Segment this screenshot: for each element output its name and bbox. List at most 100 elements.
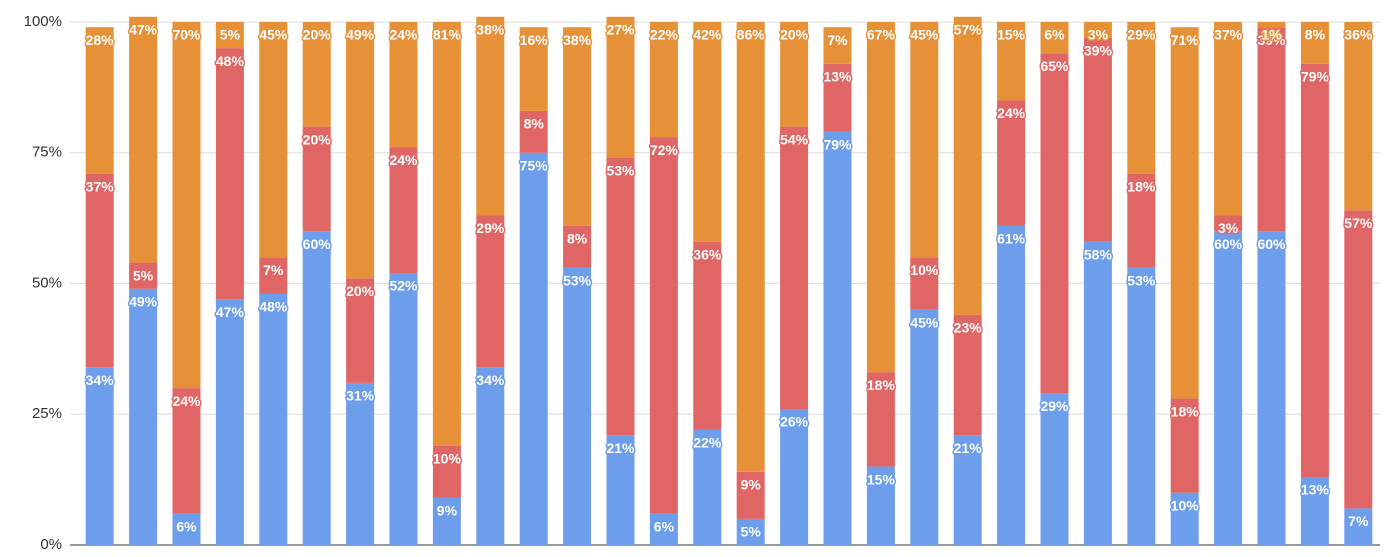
data-label: 24% [389, 27, 418, 43]
y-tick-label: 0% [40, 536, 62, 553]
bar-segment [476, 16, 505, 216]
data-label: 13% [1301, 482, 1330, 498]
data-label: 7% [1348, 513, 1369, 529]
data-label: 34% [86, 372, 115, 388]
bar-segment [1083, 22, 1112, 38]
bar-segment [432, 22, 461, 446]
data-label: 20% [780, 27, 809, 43]
data-label: 53% [1127, 273, 1156, 289]
data-label: 23% [954, 320, 983, 336]
bar-segment [172, 22, 201, 389]
data-label: 22% [693, 435, 722, 451]
bar-segment [172, 513, 201, 545]
bar-segment [215, 48, 244, 300]
bar-segment [866, 466, 895, 545]
data-label: 79% [1301, 69, 1330, 85]
data-label: 22% [650, 27, 679, 43]
data-label: 3% [1218, 220, 1239, 236]
bar-segment [1040, 393, 1069, 545]
bar-segment [1300, 477, 1329, 545]
data-label: 10% [910, 262, 939, 278]
bar-segment [1257, 231, 1286, 545]
data-label: 16% [520, 32, 549, 48]
y-tick-label: 25% [32, 405, 62, 422]
bar-segment [129, 16, 158, 263]
bar-segment [215, 22, 244, 49]
bar-segment [85, 27, 114, 174]
data-label: 10% [1171, 497, 1200, 513]
bar-segment [910, 257, 939, 310]
bar-segment [519, 110, 548, 153]
bar-segment [172, 388, 201, 514]
bar-segment [997, 100, 1026, 226]
data-label: 9% [741, 476, 762, 492]
y-tick-label: 50% [32, 274, 62, 291]
data-label: 3% [1088, 27, 1109, 43]
bar-segment [563, 225, 592, 268]
bar-segment [649, 137, 678, 514]
data-label: 18% [867, 377, 896, 393]
bar-segment [1040, 22, 1069, 54]
data-label: 6% [176, 518, 197, 534]
data-label: 20% [346, 283, 375, 299]
bar-segment [389, 273, 418, 545]
bar-segment [432, 445, 461, 498]
bar-segment [1344, 210, 1373, 509]
bar-segment [823, 27, 852, 64]
bar-segment [866, 22, 895, 373]
data-label: 70% [172, 27, 201, 43]
data-label: 75% [520, 157, 549, 173]
data-label: 45% [910, 27, 939, 43]
data-label: 9% [437, 503, 458, 519]
bar-segment [1344, 508, 1373, 545]
bar-segment [129, 262, 158, 289]
data-label: 26% [780, 414, 809, 430]
bar-segment [693, 241, 722, 430]
data-label: 60% [1257, 236, 1286, 252]
data-label: 60% [1214, 236, 1243, 252]
data-label: 6% [654, 518, 675, 534]
data-label: 24% [389, 152, 418, 168]
data-label: 39% [1084, 42, 1113, 58]
data-label: 37% [1214, 27, 1243, 43]
data-label: 45% [910, 314, 939, 330]
data-label: 18% [1171, 403, 1200, 419]
bar-segment [606, 16, 635, 158]
data-label: 38% [563, 32, 592, 48]
bar-segment [346, 22, 375, 279]
bar-segment [997, 225, 1026, 545]
bar-segment [649, 22, 678, 138]
data-label: 54% [780, 131, 809, 147]
data-label: 49% [129, 293, 158, 309]
bar-segment [649, 513, 678, 545]
bar-segment [1300, 63, 1329, 478]
bar-segment [1040, 53, 1069, 394]
bar-segment [910, 22, 939, 258]
bar-segment [432, 497, 461, 545]
data-label: 29% [1040, 398, 1069, 414]
data-label: 53% [563, 273, 592, 289]
data-label: 79% [823, 137, 852, 153]
data-label: 34% [476, 372, 505, 388]
data-label: 10% [433, 450, 462, 466]
bar-segment [910, 309, 939, 545]
data-label: 52% [389, 278, 418, 294]
data-label: 5% [220, 27, 241, 43]
bar-segment [85, 367, 114, 545]
bar-segment [563, 27, 592, 226]
data-label: 5% [133, 267, 154, 283]
data-label: 81% [433, 27, 462, 43]
bar-segment [259, 293, 288, 545]
bar-segment [85, 173, 114, 368]
bar-segment [953, 435, 982, 545]
bar-segment [302, 126, 331, 232]
data-label: 5% [741, 524, 762, 540]
bar-segment [346, 278, 375, 383]
data-label: 49% [346, 27, 375, 43]
bar-segment [215, 299, 244, 545]
data-label: 15% [997, 27, 1026, 43]
bar-segment [780, 22, 809, 127]
bar-segment [389, 147, 418, 274]
bar-segment [563, 267, 592, 545]
bar-segment [823, 63, 852, 132]
